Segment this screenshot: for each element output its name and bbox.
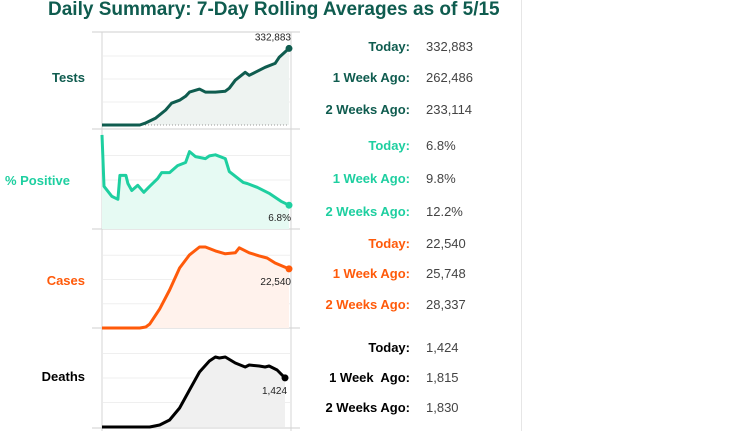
stat-label: Today: [368, 340, 410, 355]
end-label: 1,424 [262, 386, 287, 397]
area-fill-2 [102, 247, 289, 328]
stat-value: 1,424 [426, 340, 459, 355]
metric-label: Cases [46, 273, 85, 288]
stat-label: Today: [368, 39, 410, 54]
area-fill-3 [102, 357, 286, 427]
divider [521, 0, 522, 431]
metric-label: Deaths [41, 369, 85, 384]
area-fill-1 [102, 134, 289, 229]
page-title: Daily Summary: 7-Day Rolling Averages as… [48, 0, 500, 20]
stat-label: 1 Week Ago: [329, 370, 410, 385]
stat-value: 22,540 [426, 236, 466, 251]
stat-label: 2 Weeks Ago: [325, 400, 410, 415]
stat-label: 2 Weeks Ago: [325, 297, 410, 312]
series-line [100, 134, 290, 207]
stat-label: 1 Week Ago: [332, 70, 410, 85]
stat-label: 1 Week Ago: [332, 266, 410, 281]
stat-label: Today: [368, 138, 410, 153]
area-fill-0 [102, 48, 289, 125]
stat-value: 25,748 [426, 266, 466, 281]
stat-label: Today: [368, 236, 410, 251]
metric-label: % Positive [4, 173, 70, 188]
stat-value: 9.8% [426, 171, 456, 186]
stat-label: 2 Weeks Ago: [325, 204, 410, 219]
stat-label: 1 Week Ago: [332, 171, 410, 186]
stat-value: 28,337 [426, 297, 466, 312]
stat-value: 6.8% [426, 138, 456, 153]
end-label: 22,540 [260, 277, 291, 288]
stat-label: 2 Weeks Ago: [325, 102, 410, 117]
series-line [102, 245, 290, 330]
end-label: 332,883 [255, 32, 292, 43]
end-label: 6.8% [268, 213, 291, 224]
series-line [102, 355, 287, 429]
stat-value: 332,883 [426, 39, 473, 54]
metric-label: Tests [52, 70, 85, 85]
stat-value: 1,815 [426, 370, 459, 385]
series-line [102, 47, 291, 127]
end-point [285, 44, 293, 52]
stat-value: 262,486 [426, 70, 473, 85]
end-point [285, 265, 293, 273]
stat-value: 1,830 [426, 400, 459, 415]
stat-value: 233,114 [426, 102, 473, 117]
end-point [285, 201, 293, 209]
end-point [281, 374, 289, 382]
stat-value: 12.2% [426, 204, 463, 219]
